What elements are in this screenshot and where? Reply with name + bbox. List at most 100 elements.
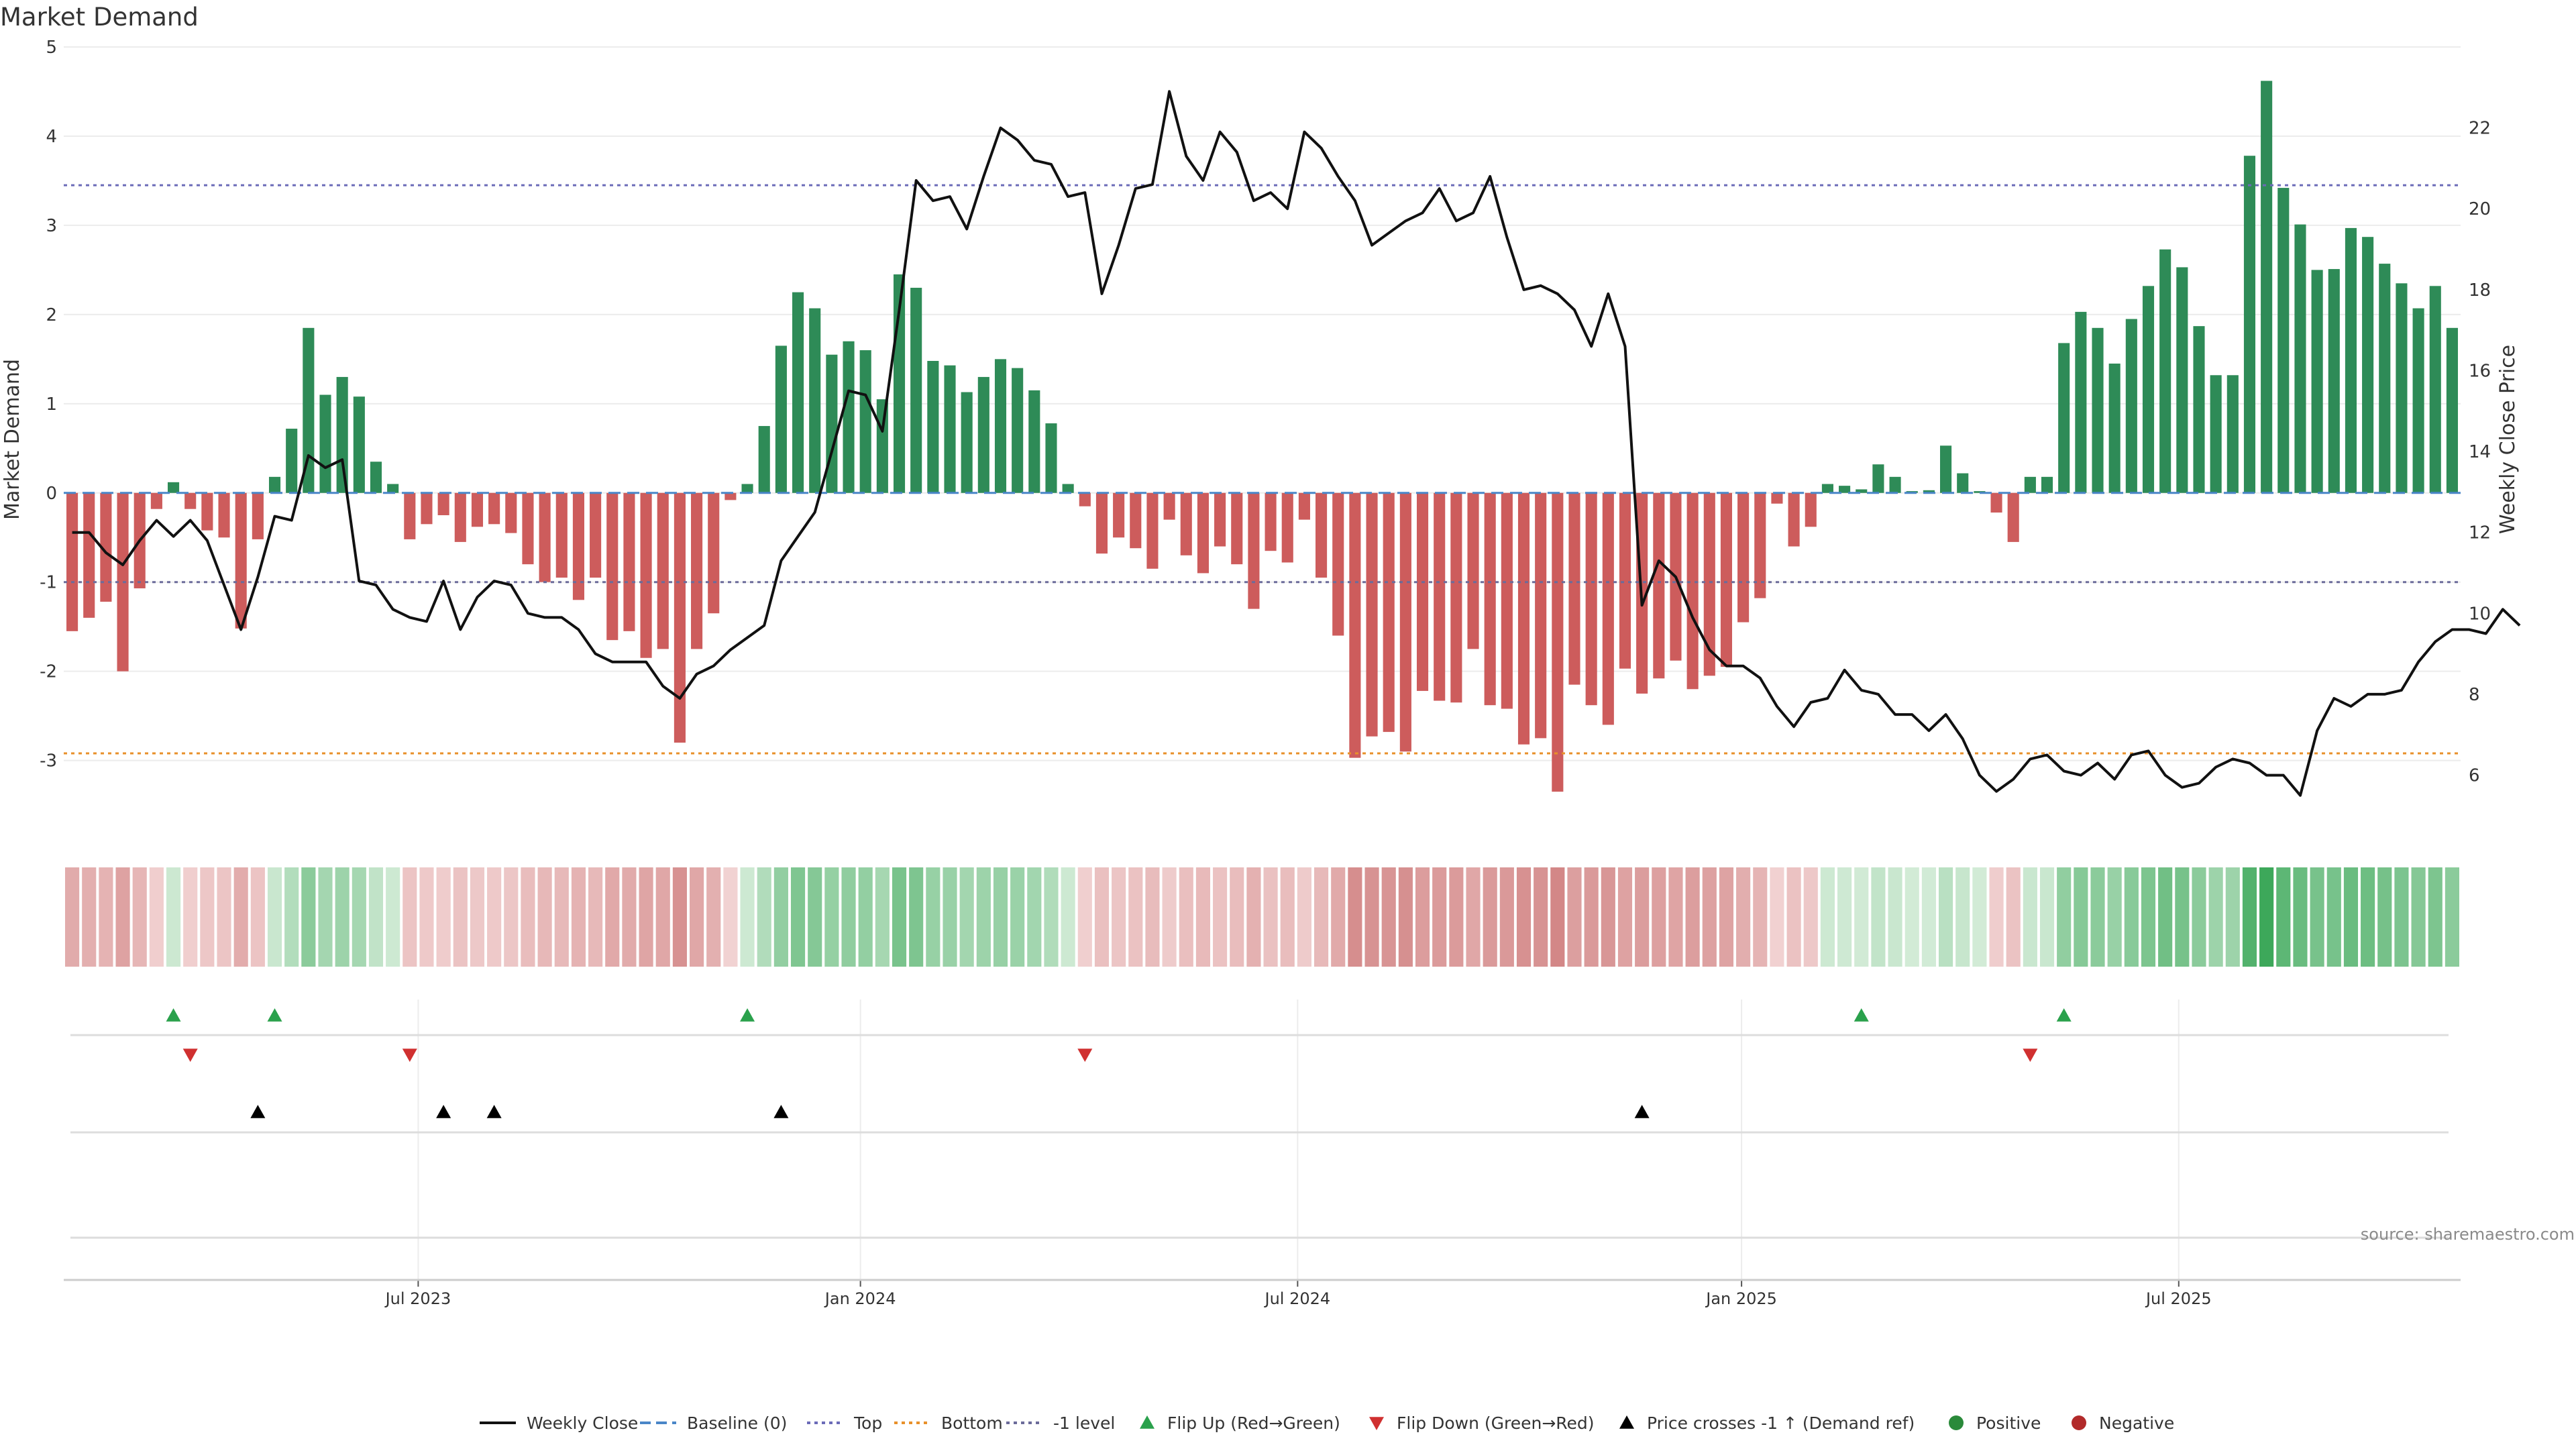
strip-cell: [1955, 867, 1970, 967]
demand-bar: [2261, 80, 2273, 493]
legend-item: Top: [807, 1413, 882, 1433]
demand-bar: [1062, 484, 1074, 493]
demand-bar: [370, 462, 382, 493]
legend-label: Top: [853, 1413, 882, 1433]
strip-cell: [537, 867, 552, 967]
strip-cell: [1871, 867, 1886, 967]
demand-bar: [1214, 492, 1226, 547]
strip-cell: [352, 867, 366, 967]
strip-cell: [2057, 867, 2072, 967]
demand-bar: [505, 492, 517, 533]
demand-bar: [1805, 492, 1817, 527]
legend-swatch: [1949, 1415, 1964, 1430]
y2-tick-label: 20: [2469, 199, 2491, 219]
demand-bar: [1821, 484, 1833, 493]
strip-cell: [892, 867, 907, 967]
demand-bar: [2058, 343, 2070, 493]
x-tick-label: Jul 2024: [1264, 1289, 1331, 1308]
demand-bar: [1248, 492, 1260, 609]
strip-cell: [1972, 867, 1987, 967]
demand-bar: [268, 476, 281, 493]
demand-bar: [1484, 492, 1496, 706]
strip-cell: [1263, 867, 1278, 967]
strip-cell: [149, 867, 164, 967]
demand-bar: [1754, 492, 1766, 598]
strip-cell: [1280, 867, 1295, 967]
demand-bar: [572, 492, 584, 600]
strip-cell: [419, 867, 434, 967]
strip-cell: [1786, 867, 1801, 967]
x-tick-label: Jan 2025: [1705, 1289, 1777, 1308]
demand-bar: [1316, 492, 1328, 578]
demand-bar: [1872, 464, 1884, 493]
demand-bar: [1619, 492, 1631, 669]
demand-bar: [2007, 492, 2019, 542]
strip-cell: [639, 867, 653, 967]
legend-label: Baseline (0): [687, 1413, 787, 1433]
strip-cell: [943, 867, 957, 967]
strip-cell: [166, 867, 181, 967]
legend-item: -1 level: [1006, 1413, 1115, 1433]
y-tick-label: -1: [40, 573, 57, 593]
demand-bar: [1265, 492, 1277, 551]
strip-cell: [1398, 867, 1413, 967]
demand-bar: [1839, 486, 1851, 493]
strip-cell: [1077, 867, 1092, 967]
demand-bar: [1349, 492, 1361, 758]
legend-label: Flip Down (Green→Red): [1397, 1413, 1595, 1433]
price-cross-marker: [773, 1105, 789, 1118]
strip-cell: [402, 867, 417, 967]
y2-tick-label: 6: [2469, 766, 2480, 786]
strip-cell: [1313, 867, 1329, 967]
strip-cell: [1584, 867, 1599, 967]
x-tick-label: Jul 2023: [384, 1289, 451, 1308]
y-tick-label: 3: [46, 216, 57, 236]
strip-cell: [1061, 867, 1075, 967]
strip-cell: [723, 867, 738, 967]
strip-cell: [1145, 867, 1160, 967]
strip-cell: [2326, 867, 2341, 967]
demand-bar: [1113, 492, 1125, 538]
demand-bar: [876, 399, 888, 493]
strip-cell: [318, 867, 333, 967]
demand-bar: [303, 327, 315, 493]
demand-bar: [1079, 492, 1091, 506]
demand-bar: [522, 492, 534, 565]
y-tick-label: 1: [46, 394, 57, 415]
demand-bar: [1467, 492, 1479, 649]
demand-bar: [1653, 492, 1665, 679]
demand-bar: [1383, 492, 1395, 733]
y-tick-label: 5: [46, 38, 57, 58]
strip-cell: [2411, 867, 2426, 967]
y2-tick-label: 12: [2469, 523, 2491, 543]
demand-bar: [201, 492, 213, 531]
strip-cell: [301, 867, 316, 967]
demand-bar: [286, 429, 298, 493]
strip-cell: [2225, 867, 2240, 967]
strip-cell: [909, 867, 924, 967]
strip-cell: [554, 867, 569, 967]
strip-cell: [1027, 867, 1042, 967]
strip-cell: [1331, 867, 1346, 967]
demand-bar: [2412, 308, 2424, 493]
demand-bar: [2159, 249, 2171, 493]
strip-cell: [1635, 867, 1650, 967]
demand-bar: [539, 492, 551, 582]
demand-bar: [741, 484, 753, 493]
strip-cell: [605, 867, 620, 967]
strip-cell: [976, 867, 991, 967]
demand-bar: [150, 492, 162, 509]
demand-bar: [843, 341, 855, 493]
strip-cell: [1803, 867, 1818, 967]
demand-bar: [623, 492, 635, 631]
y-tick-label: -3: [40, 751, 57, 771]
demand-bar: [2311, 270, 2323, 493]
demand-bar: [2328, 269, 2340, 493]
strip-cell: [1213, 867, 1228, 967]
demand-bar: [1552, 492, 1564, 792]
flip-down-marker: [402, 1049, 417, 1062]
strip-cell: [1820, 867, 1835, 967]
demand-bar: [2125, 319, 2137, 493]
strip-cell: [1449, 867, 1464, 967]
